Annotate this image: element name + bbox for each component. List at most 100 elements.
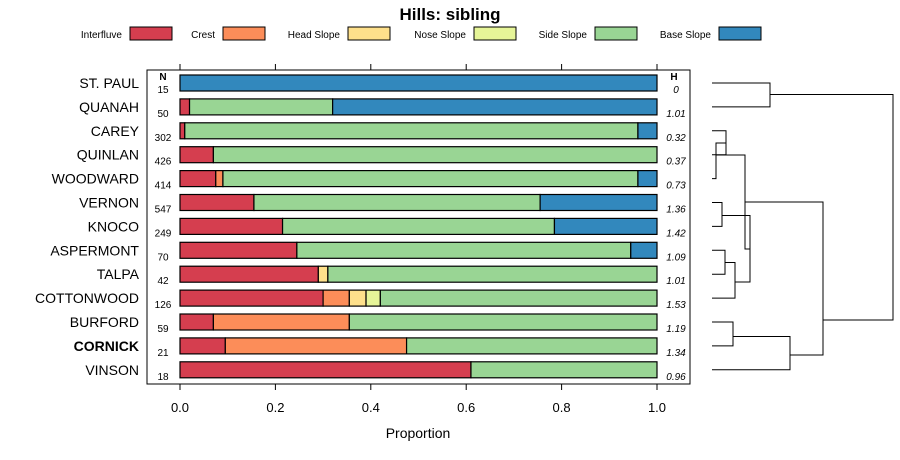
bar-segment-interfluve xyxy=(179,265,319,283)
bar-segment-side-slope xyxy=(327,265,658,283)
dendrogram xyxy=(712,82,894,371)
dendrogram-branch xyxy=(712,336,791,371)
dendrogram-branch xyxy=(770,94,894,321)
bar-segment-interfluve xyxy=(179,313,214,331)
bar-segment-crest xyxy=(215,170,224,188)
h-value: 0.37 xyxy=(666,157,686,168)
row-quinlan: QUINLAN 426 0.37 xyxy=(77,146,686,168)
row-aspermont: ASPERMONT 70 1.09 xyxy=(50,241,686,263)
x-tick-label: 0.8 xyxy=(553,400,571,415)
row-woodward: WOODWARD 414 0.73 xyxy=(52,170,686,192)
h-value: 0 xyxy=(673,85,679,96)
bar-segment-interfluve xyxy=(179,217,284,235)
x-tick-label: 0.2 xyxy=(266,400,284,415)
category-label: BURFORD xyxy=(70,314,139,330)
n-value: 15 xyxy=(157,85,169,96)
category-label: TALPA xyxy=(97,266,140,282)
h-value: 1.36 xyxy=(666,205,686,216)
legend: Interfluve Crest Head Slope Nose Slope Side … xyxy=(81,26,762,41)
bar-segment-interfluve xyxy=(179,98,191,116)
dendrogram-branch xyxy=(712,262,736,299)
bar-segment-crest xyxy=(224,337,408,355)
legend-swatch-nose-slope xyxy=(473,26,517,41)
h-value: 1.19 xyxy=(666,324,686,335)
row-vernon: VERNON 547 1.36 xyxy=(79,193,686,216)
h-value: 1.09 xyxy=(666,252,686,263)
bar-segment-base-slope xyxy=(637,122,658,140)
dendrogram-branch xyxy=(712,202,723,227)
legend-swatch-interfluve xyxy=(129,26,173,41)
category-label: CAREY xyxy=(91,123,140,139)
x-axis-label: Proportion xyxy=(386,425,451,441)
row-vinson: VINSON 18 0.96 xyxy=(85,361,686,383)
category-label: QUINLAN xyxy=(77,147,139,163)
bar-segment-crest xyxy=(322,289,350,307)
row-carey: CAREY 302 0.32 xyxy=(91,122,686,144)
x-tick-label: 0.0 xyxy=(171,400,189,415)
bar-segment-interfluve xyxy=(179,241,298,259)
bar-segment-head-slope xyxy=(348,289,367,307)
category-label: WOODWARD xyxy=(52,171,139,187)
n-value: 426 xyxy=(155,157,172,168)
bar-segment-interfluve xyxy=(179,361,472,379)
legend-label-interfluve: Interfluve xyxy=(81,30,123,41)
bar-segment-side-slope xyxy=(348,313,658,331)
h-value: 0.32 xyxy=(666,133,686,144)
n-header: N xyxy=(159,72,166,83)
n-value: 59 xyxy=(157,324,169,335)
bar-segment-base-slope xyxy=(332,98,658,116)
n-value: 18 xyxy=(157,372,169,383)
legend-swatch-head-slope xyxy=(347,26,391,41)
n-value: 126 xyxy=(155,300,172,311)
row-talpa: TALPA 42 1.01 xyxy=(97,265,686,287)
dendrogram-branch xyxy=(712,321,734,347)
category-label: VINSON xyxy=(85,362,139,378)
h-value: 0.96 xyxy=(666,372,686,383)
bar-segment-side-slope xyxy=(379,289,658,307)
legend-label-crest: Crest xyxy=(191,30,215,41)
category-label: CORNICK xyxy=(74,338,139,354)
bar-segment-side-slope xyxy=(212,146,658,164)
category-label: KNOCO xyxy=(88,218,139,234)
bar-segment-base-slope xyxy=(630,241,658,259)
h-header: H xyxy=(670,72,677,83)
bar-segment-interfluve xyxy=(179,193,255,212)
n-value: 70 xyxy=(157,252,169,263)
legend-label-nose-slope: Nose Slope xyxy=(414,30,466,41)
bar-segment-side-slope xyxy=(188,98,334,116)
bar-segment-nose-slope xyxy=(365,289,381,307)
bar-segment-head-slope xyxy=(317,265,329,283)
n-value: 21 xyxy=(157,348,169,359)
bar-segment-side-slope xyxy=(184,122,639,140)
legend-label-side-slope: Side Slope xyxy=(539,30,588,41)
row-knoco: KNOCO 249 1.42 xyxy=(88,217,686,239)
x-tick-label: 1.0 xyxy=(648,400,666,415)
bar-segment-base-slope xyxy=(539,193,658,212)
n-value: 414 xyxy=(155,181,172,192)
h-value: 1.01 xyxy=(666,109,685,120)
category-label: VERNON xyxy=(79,195,139,211)
legend-swatch-base-slope xyxy=(718,26,762,41)
row-burford: BURFORD 59 1.19 xyxy=(70,313,686,335)
legend-swatch-side-slope xyxy=(594,26,638,41)
legend-label-base-slope: Base Slope xyxy=(660,30,712,41)
dendrogram-branch xyxy=(745,201,824,356)
bar-segment-side-slope xyxy=(296,241,632,259)
bar-segment-side-slope xyxy=(470,361,658,379)
n-value: 547 xyxy=(155,205,172,216)
dendrogram-branch xyxy=(712,82,771,108)
bar-segment-side-slope xyxy=(253,193,541,212)
x-tick-label: 0.4 xyxy=(362,400,380,415)
row-quanah: QUANAH 50 1.01 xyxy=(79,98,686,120)
n-value: 249 xyxy=(155,228,172,239)
bar-segment-interfluve xyxy=(179,146,214,164)
row-st-paul: ST. PAUL 15 0 xyxy=(79,74,679,96)
row-cornick: CORNICK 21 1.34 xyxy=(74,337,686,359)
plot-panel xyxy=(146,69,691,385)
bar-segment-side-slope xyxy=(222,170,639,188)
bar-segment-interfluve xyxy=(179,122,186,140)
n-value: 50 xyxy=(157,109,169,120)
dendrogram-branch xyxy=(712,249,726,275)
bar-segment-base-slope xyxy=(637,170,658,188)
